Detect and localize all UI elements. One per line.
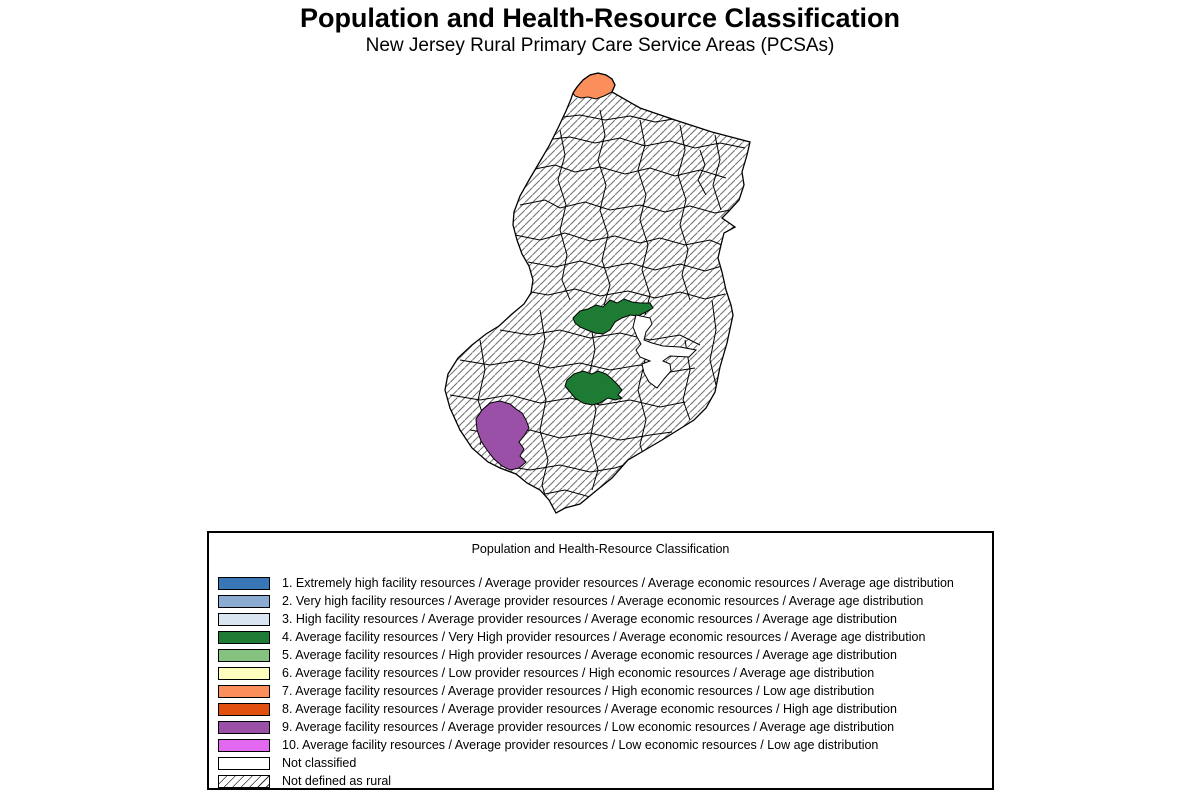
nj-state-outline	[444, 72, 751, 514]
region-southwest-pcsa	[475, 400, 530, 471]
legend-item-not-classified: Not classified	[209, 754, 992, 772]
legend-swatch-9	[218, 720, 270, 734]
legend-label-1: 1. Extremely high facility resources / A…	[282, 576, 954, 590]
legend-swatch-4	[218, 630, 270, 644]
legend-item-not-defined-as-rural: Not defined as rural	[209, 772, 992, 790]
legend-swatch-5	[218, 648, 270, 662]
legend-item-8: 8. Average facility resources / Average …	[209, 700, 992, 718]
page-subtitle: New Jersey Rural Primary Care Service Ar…	[365, 35, 835, 56]
legend-swatch-not-classified	[218, 756, 270, 770]
region-central-pcsa-lower	[564, 370, 624, 406]
nj-pcsa-map	[444, 72, 751, 514]
legend-title: Population and Health-Resource Classific…	[471, 542, 730, 556]
legend-swatch-not-defined-as-rural-hatch	[218, 774, 270, 788]
legend-item-4: 4. Average facility resources / Very Hig…	[209, 628, 992, 646]
legend-label-not-defined-as-rural: Not defined as rural	[282, 774, 392, 788]
state-body-not-defined-as-rural	[445, 73, 750, 513]
legend-label-5: 5. Average facility resources / High pro…	[282, 648, 897, 662]
region-central-unclassified	[632, 314, 698, 389]
legend-swatch-7	[218, 684, 270, 698]
legend-swatch-3	[218, 612, 270, 626]
legend-swatch-2	[218, 594, 270, 608]
legend-swatch-6	[218, 666, 270, 680]
legend-label-2: 2. Very high facility resources / Averag…	[282, 594, 924, 608]
legend-label-10: 10. Average facility resources / Average…	[282, 738, 879, 752]
legend-item-10: 10. Average facility resources / Average…	[209, 736, 992, 754]
legend-item-9: 9. Average facility resources / Average …	[209, 718, 992, 736]
legend-label-8: 8. Average facility resources / Average …	[282, 702, 897, 716]
legend-item-5: 5. Average facility resources / High pro…	[209, 646, 992, 664]
legend-swatch-1	[218, 576, 270, 590]
legend-swatch-8	[218, 702, 270, 716]
legend-rows: 1. Extremely high facility resources / A…	[209, 574, 992, 790]
legend-item-7: 7. Average facility resources / Average …	[209, 682, 992, 700]
region-central-pcsa-upper	[572, 298, 654, 335]
legend-label-not-classified: Not classified	[282, 756, 357, 770]
legend-label-6: 6. Average facility resources / Low prov…	[282, 666, 875, 680]
legend-label-7: 7. Average facility resources / Average …	[282, 684, 875, 698]
legend-item-2: 2. Very high facility resources / Averag…	[209, 592, 992, 610]
legend-item-3: 3. High facility resources / Average pro…	[209, 610, 992, 628]
legend-item-6: 6. Average facility resources / Low prov…	[209, 664, 992, 682]
legend-swatch-10	[218, 738, 270, 752]
legend-label-4: 4. Average facility resources / Very Hig…	[282, 630, 926, 644]
page-title: Population and Health-Resource Classific…	[299, 3, 901, 33]
legend-box: Population and Health-Resource Classific…	[207, 531, 994, 790]
legend-label-3: 3. High facility resources / Average pro…	[282, 612, 897, 626]
legend-item-1: 1. Extremely high facility resources / A…	[209, 574, 992, 592]
legend-label-9: 9. Average facility resources / Average …	[282, 720, 895, 734]
